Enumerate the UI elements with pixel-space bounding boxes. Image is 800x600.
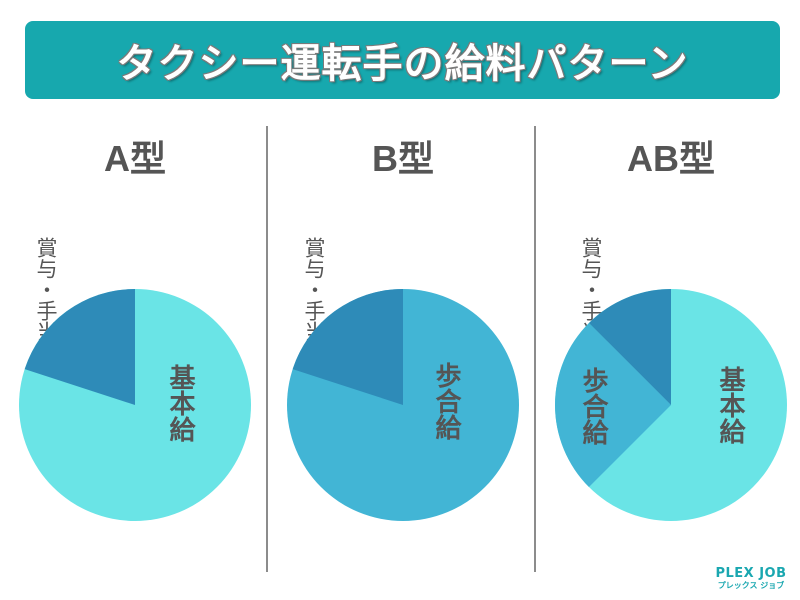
logo-subtext: プレックス ジョブ (717, 581, 785, 590)
column-title-ab: AB型 (627, 138, 715, 179)
column-divider (266, 126, 268, 572)
pie-chart-b (285, 287, 521, 523)
plex-job-logo: PLEX JOB プレックス ジョブ (708, 566, 794, 591)
logo-text: PLEX JOB (715, 566, 787, 581)
column-title-b: B型 (372, 138, 434, 179)
title-banner: タクシー運転手の給料パターン (25, 21, 780, 99)
column-title-a: A型 (104, 138, 166, 179)
pie-ab-slice-commission (555, 322, 671, 488)
pie-a-base-label: 基本給 (165, 364, 195, 442)
pie-b-commission-label: 歩合給 (431, 362, 461, 440)
pie-b-svg (287, 289, 519, 521)
pie-chart-a (17, 287, 253, 523)
pie-ab-commission-label: 歩合給 (578, 367, 608, 445)
pie-a-slice-other (24, 289, 135, 405)
page-title: タクシー運転手の給料パターン (116, 41, 689, 87)
pie-ab-slice-other (588, 289, 671, 405)
pie-b-slice-other (292, 289, 403, 405)
pie-ab-svg (555, 289, 787, 521)
pie-chart-ab (553, 287, 789, 523)
column-divider (534, 126, 536, 572)
pie-ab-base-label: 基本給 (715, 366, 745, 444)
pie-a-svg (19, 289, 251, 521)
